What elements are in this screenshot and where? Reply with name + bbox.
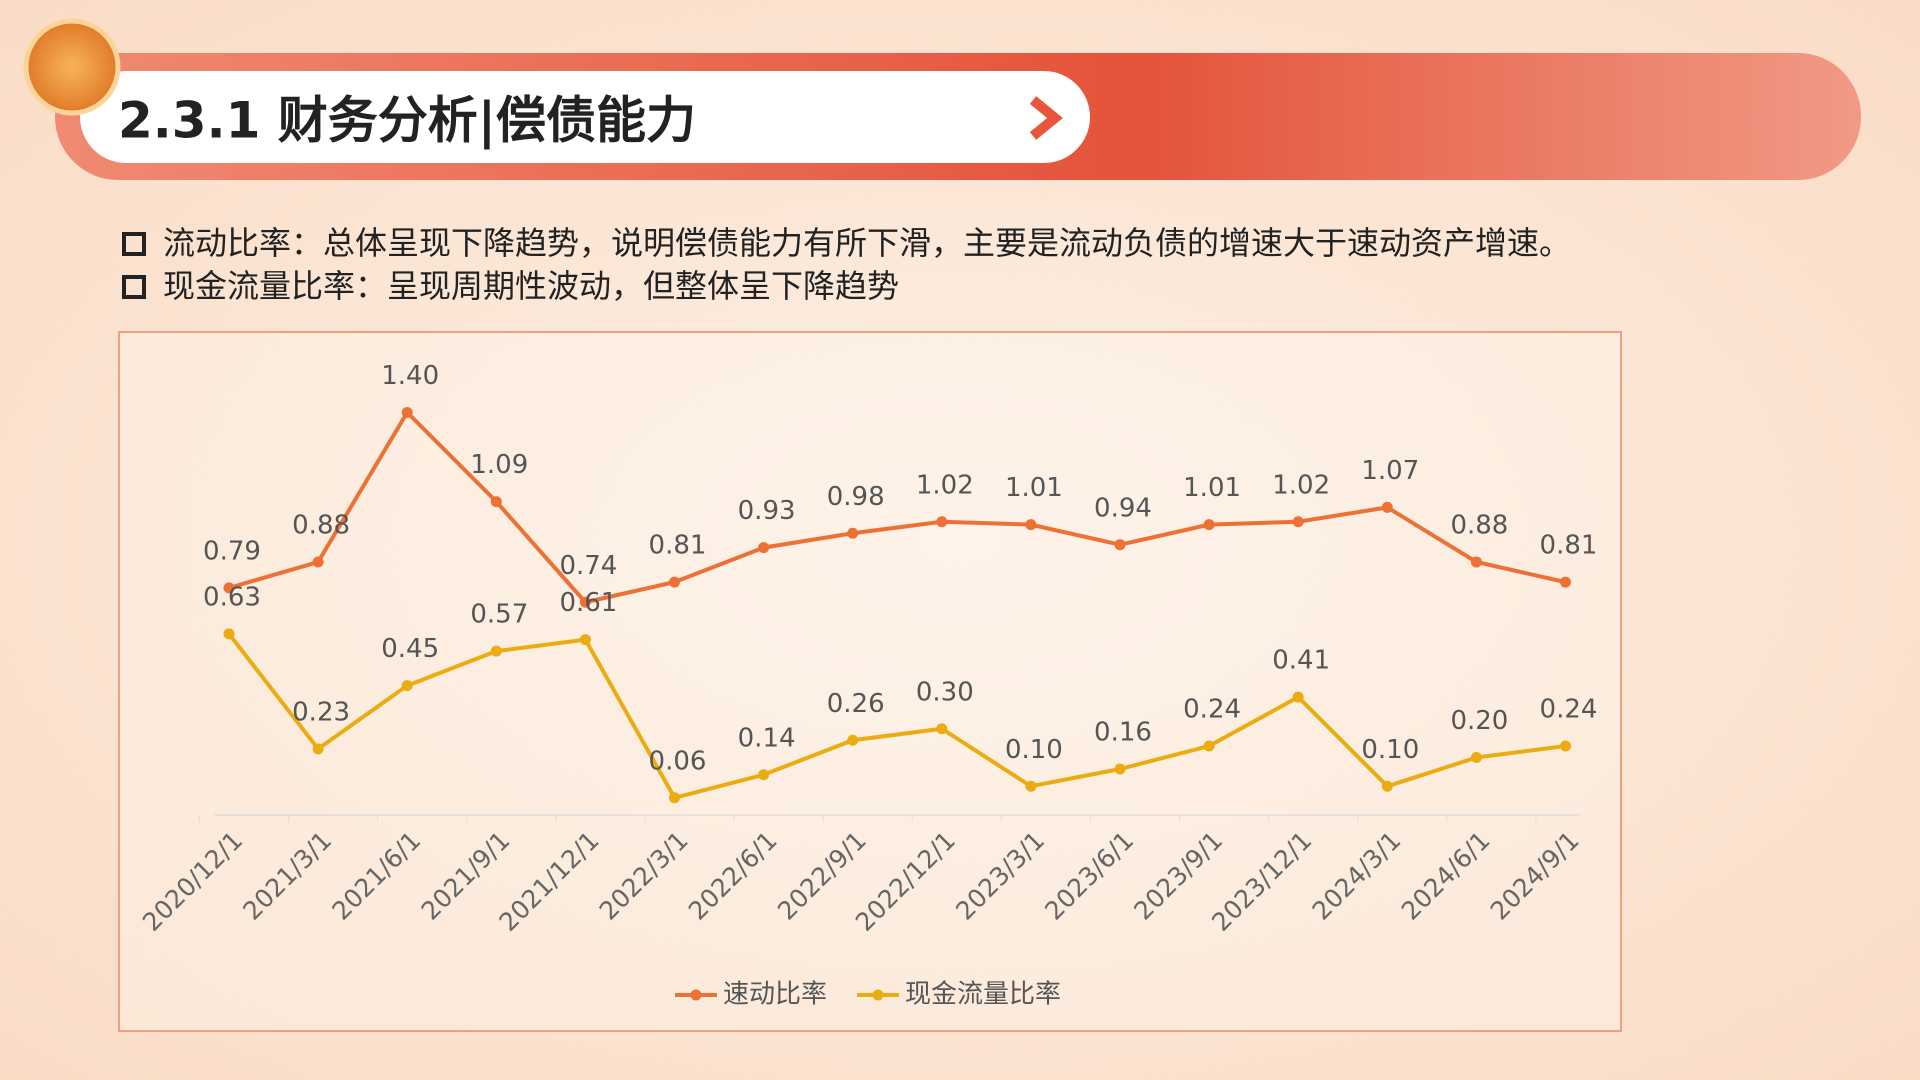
point [401, 680, 413, 692]
legend-marker [872, 989, 884, 1001]
coin-icon [23, 18, 121, 116]
point [401, 407, 413, 418]
data-label: 0.24 [1183, 695, 1241, 725]
data-label: 0.98 [827, 482, 885, 512]
point [1470, 556, 1482, 568]
point [758, 769, 770, 781]
bullet-box [122, 275, 146, 299]
bullet: 现金流量比率：呈现周期性波动，但整体呈下降趋势 [163, 267, 899, 305]
data-label: 1.40 [381, 361, 439, 391]
point [312, 556, 324, 568]
point [1560, 576, 1571, 588]
data-label: 0.10 [1361, 735, 1419, 765]
point [936, 516, 948, 528]
data-label: 1.01 [1005, 473, 1063, 503]
data-label: 0.16 [1094, 718, 1152, 748]
data-label: 0.81 [649, 531, 707, 561]
point [579, 634, 591, 646]
point [1292, 691, 1304, 703]
data-label: 0.61 [559, 588, 617, 618]
point [847, 527, 859, 539]
data-label: 0.06 [649, 746, 707, 776]
data-label: 0.57 [470, 600, 528, 630]
title: 2.3.1 财务分析|偿债能力 [118, 92, 696, 150]
header-pill [80, 71, 1090, 163]
data-label: 0.24 [1540, 695, 1598, 725]
data-label: 0.30 [916, 677, 974, 707]
point [669, 576, 680, 588]
data-label: 0.88 [292, 511, 350, 541]
legend-label: 现金流量比率 [905, 980, 1061, 1010]
series-line [227, 632, 1566, 801]
legend-marker [690, 989, 702, 1001]
data-label: 1.01 [1183, 473, 1241, 503]
data-label: 0.20 [1450, 706, 1508, 736]
data-label: 0.23 [292, 697, 350, 727]
data-label: 0.63 [203, 582, 261, 612]
data-label: 0.26 [827, 689, 885, 719]
data-label: 1.02 [916, 470, 974, 500]
point [669, 792, 680, 804]
point [1114, 763, 1126, 775]
point [1114, 539, 1126, 551]
point [758, 542, 770, 554]
point [490, 496, 502, 508]
point [1470, 752, 1482, 763]
point [312, 743, 324, 755]
data-label: 1.07 [1361, 456, 1419, 486]
data-label: 1.09 [470, 450, 528, 480]
data-label: 1.02 [1272, 470, 1330, 500]
data-label: 0.81 [1540, 531, 1598, 561]
data-label: 0.93 [738, 496, 796, 526]
point [1560, 740, 1571, 752]
point [1203, 519, 1215, 531]
data-label: 0.74 [559, 551, 617, 581]
data-label: 0.41 [1272, 646, 1330, 676]
chevron [1029, 96, 1063, 140]
point [1381, 501, 1393, 513]
data-label: 0.79 [203, 536, 261, 566]
data-label: 0.14 [738, 723, 796, 753]
point [847, 734, 859, 746]
point [579, 596, 591, 608]
point [1292, 516, 1304, 528]
data-label: 0.88 [1450, 511, 1508, 541]
data-label: 0.45 [381, 634, 439, 664]
series-line [228, 409, 1566, 605]
point [223, 582, 235, 594]
chart-frame [118, 331, 1622, 1032]
point [223, 628, 235, 640]
point [1381, 780, 1393, 792]
point [490, 645, 502, 657]
bullet-box [122, 232, 146, 256]
point [936, 723, 948, 735]
point [1025, 519, 1037, 531]
point [1203, 740, 1215, 752]
data-label: 0.10 [1005, 735, 1063, 765]
point [1025, 780, 1037, 792]
legend-label: 速动比率 [723, 980, 827, 1010]
data-label: 0.94 [1094, 493, 1152, 523]
bullet: 流动比率：总体呈现下降趋势，说明偿债能力有所下滑，主要是流动负债的增速大于速动资… [163, 224, 1571, 262]
